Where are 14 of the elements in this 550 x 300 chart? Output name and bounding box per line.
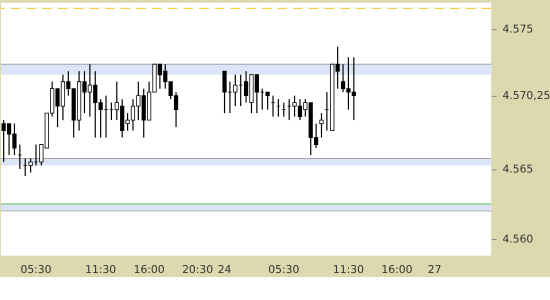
- x-tick-label: 16:00: [134, 262, 165, 276]
- x-tick-label: 27: [428, 262, 442, 276]
- x-tick-label: 11:30: [85, 262, 116, 276]
- x-tick-label: 11:30: [332, 262, 364, 276]
- y-tick-label: 4.575: [502, 22, 534, 36]
- y-tick-label: 4.565: [502, 162, 534, 176]
- y-tick-label: 4.560: [502, 232, 534, 246]
- x-tick-label: 05:30: [20, 262, 52, 276]
- x-tick-label: 16:00: [381, 262, 413, 276]
- x-tick-label: 20:30: [182, 262, 214, 276]
- x-tick-label: 24: [218, 262, 232, 276]
- candlestick: [319, 112, 324, 138]
- y-tick-label: 4.570,25: [502, 89, 550, 102]
- x-tick-label: 05:30: [268, 262, 300, 276]
